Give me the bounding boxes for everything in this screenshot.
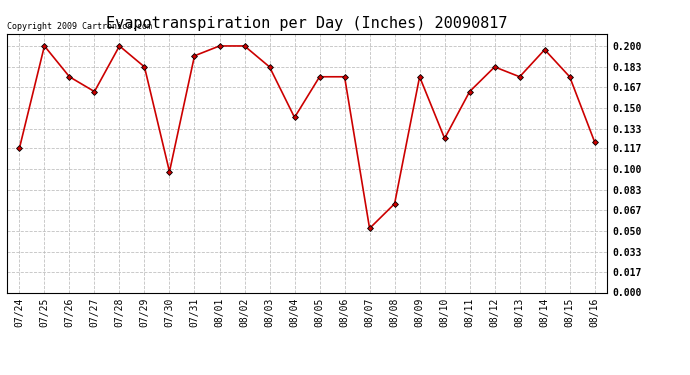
Text: Copyright 2009 Cartronics.com: Copyright 2009 Cartronics.com — [7, 22, 152, 31]
Title: Evapotranspiration per Day (Inches) 20090817: Evapotranspiration per Day (Inches) 2009… — [106, 16, 508, 31]
